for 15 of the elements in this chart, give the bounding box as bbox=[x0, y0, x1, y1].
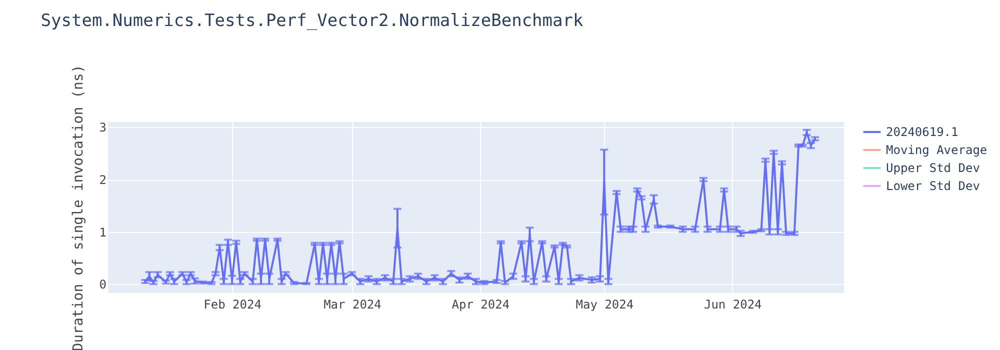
x-tick-label: Feb 2024 bbox=[204, 298, 262, 312]
y-tick-label: 3 bbox=[99, 120, 106, 135]
legend-label: Moving Average bbox=[886, 143, 988, 157]
chart-title: System.Numerics.Tests.Perf_Vector2.NormalizeBenchmark bbox=[40, 11, 584, 32]
y-axis-title: Duration of single invocation (ns) bbox=[70, 64, 86, 350]
legend-label: Upper Std Dev bbox=[886, 161, 980, 175]
y-tick-label: 0 bbox=[99, 278, 106, 292]
x-tick-label: May 2024 bbox=[576, 298, 634, 312]
legend-label: 20240619.1 bbox=[886, 125, 958, 139]
x-tick-label: Jun 2024 bbox=[704, 298, 762, 312]
y-tick-label: 1 bbox=[99, 225, 106, 240]
legend-label: Lower Std Dev bbox=[886, 179, 980, 193]
x-tick-label: Apr 2024 bbox=[452, 298, 510, 312]
y-tick-label: 2 bbox=[99, 173, 106, 188]
x-tick-label: Mar 2024 bbox=[324, 298, 382, 312]
